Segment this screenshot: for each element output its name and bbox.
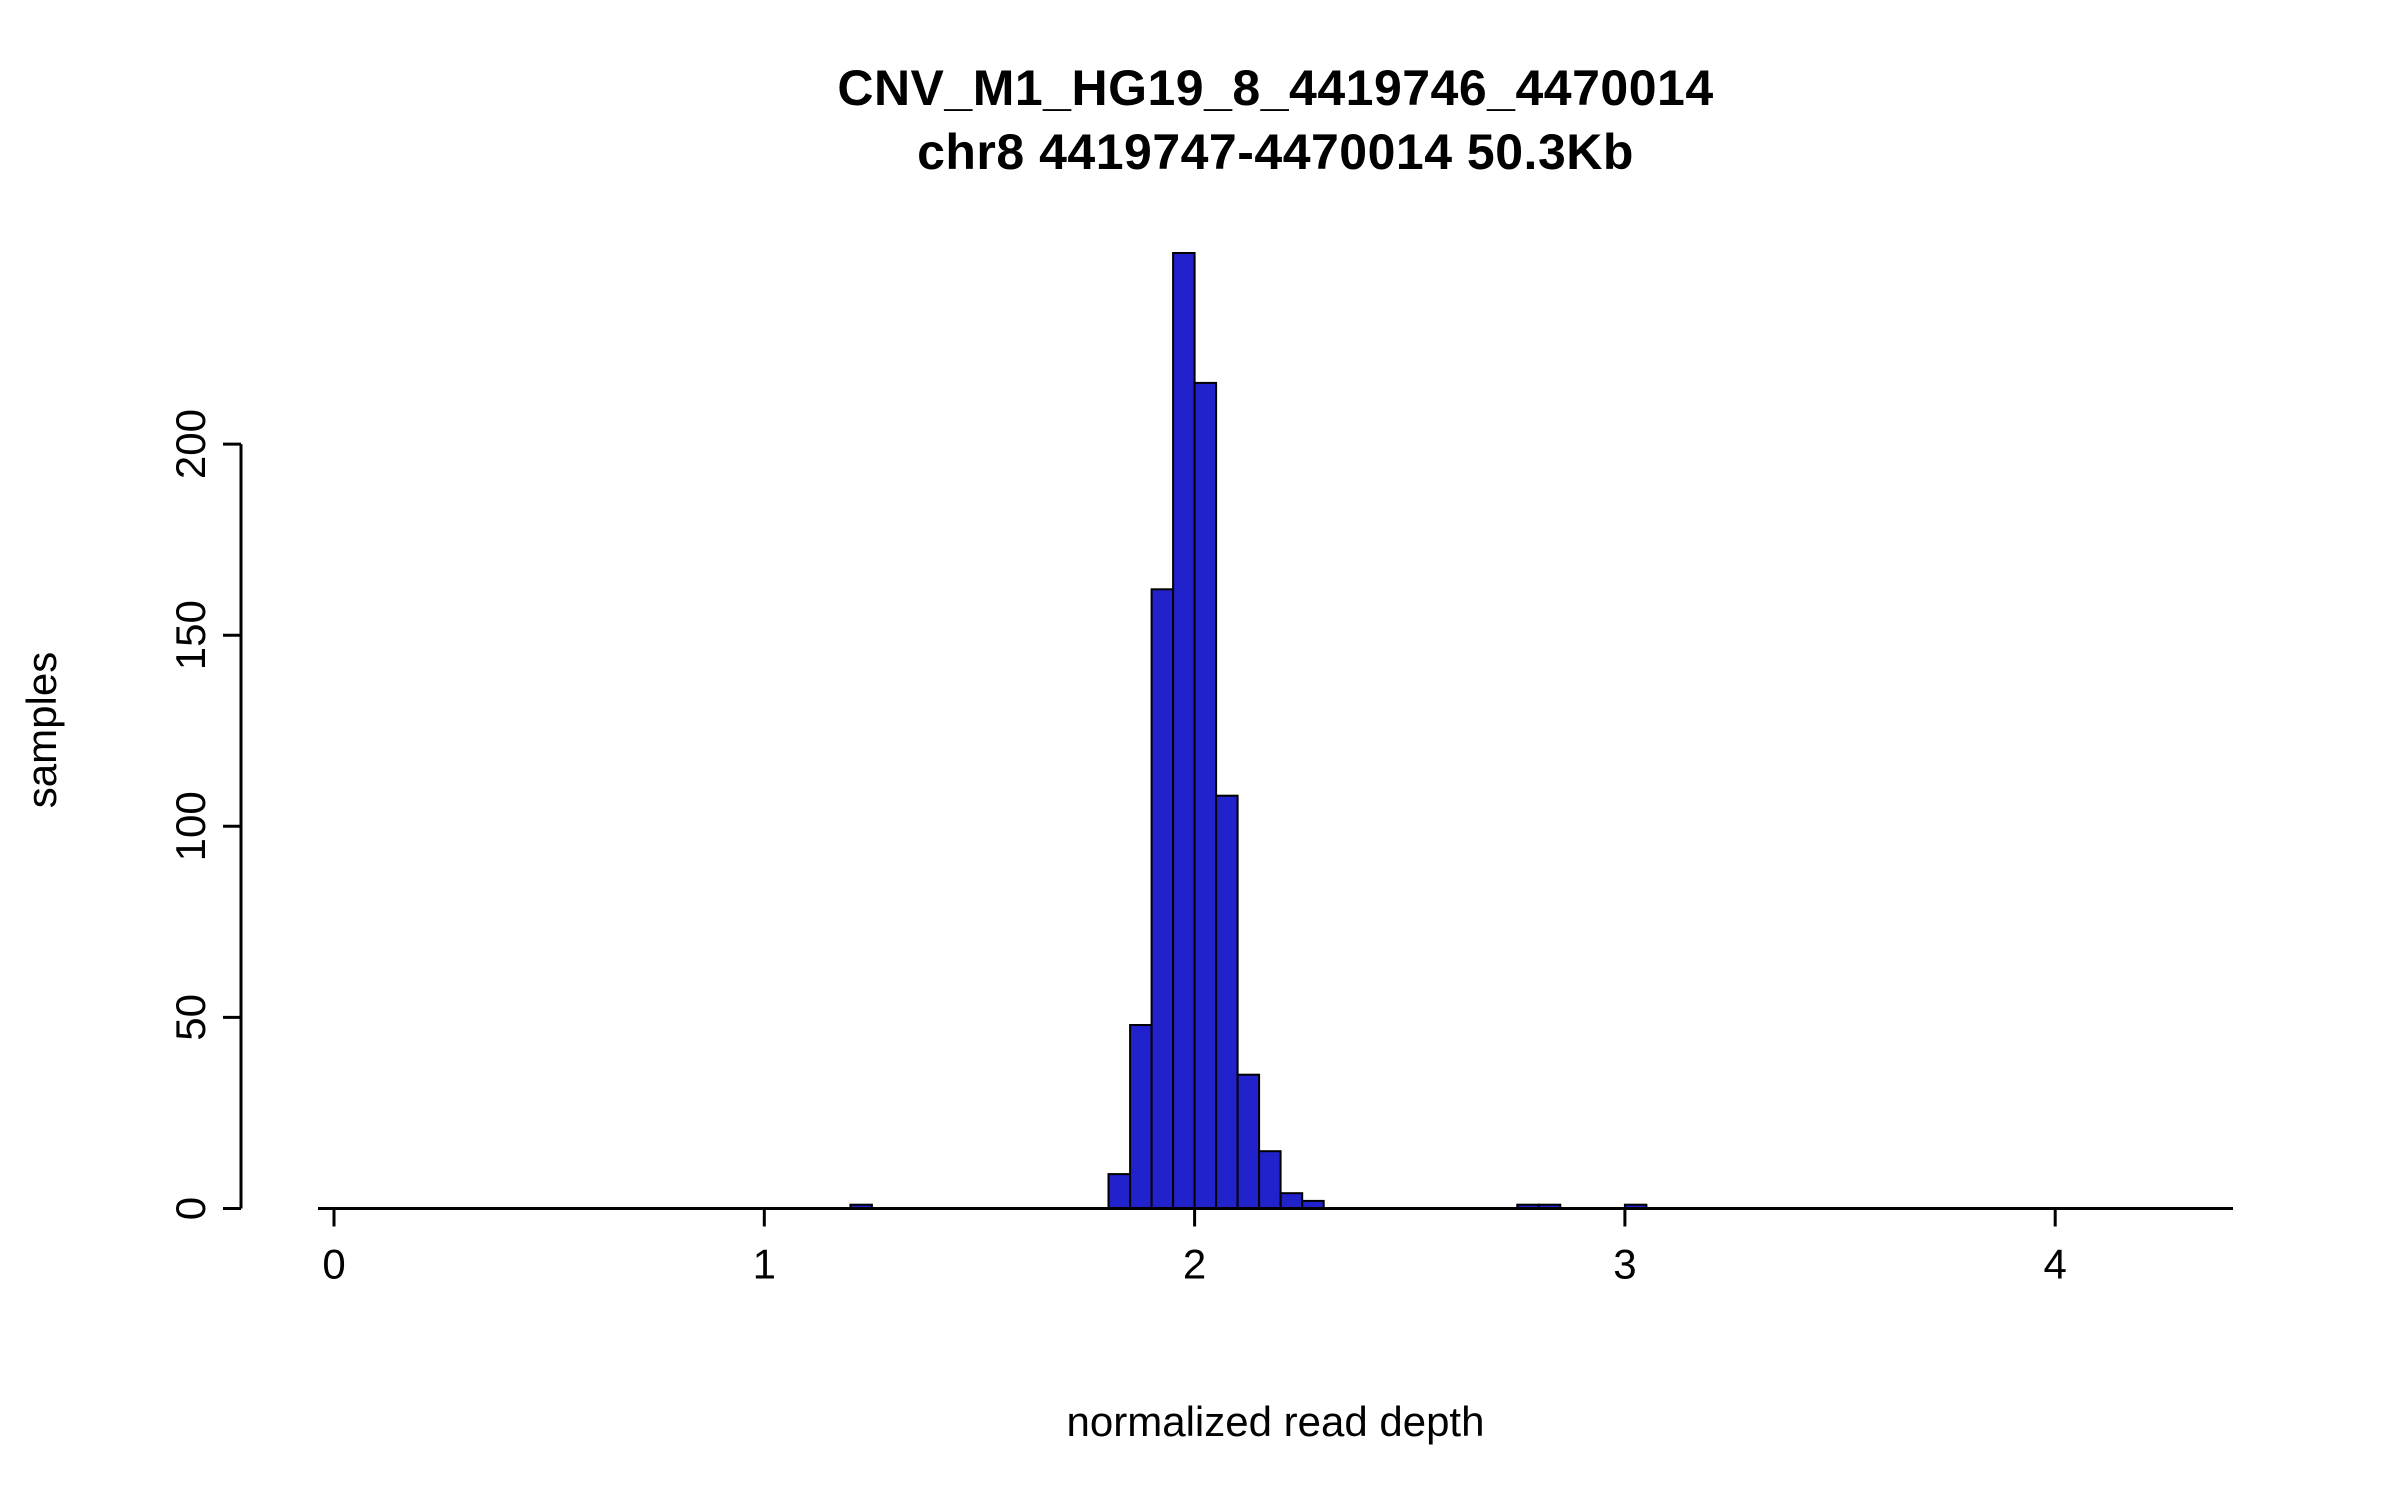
y-tick-label: 100 xyxy=(167,791,214,861)
y-tick-label: 150 xyxy=(167,600,214,670)
x-tick-label: 1 xyxy=(753,1241,776,1288)
x-tick-label: 0 xyxy=(322,1241,345,1288)
histogram-bar xyxy=(1107,1173,1131,1210)
chart-title-block: CNV_M1_HG19_8_4419746_4470014 chr8 44197… xyxy=(318,56,2233,184)
histogram-bar xyxy=(1193,381,1218,1210)
histogram-bar xyxy=(1236,1073,1261,1210)
chart-title: CNV_M1_HG19_8_4419746_4470014 xyxy=(837,60,1714,116)
y-tick-label: 50 xyxy=(167,994,214,1041)
y-axis-label: samples xyxy=(18,651,65,809)
histogram-bar xyxy=(1258,1150,1282,1210)
chart-subtitle: chr8 4419747-4470014 50.3Kb xyxy=(917,124,1634,180)
x-tick-label: 2 xyxy=(1183,1241,1206,1288)
histogram-bar xyxy=(1172,252,1196,1210)
x-tick-label: 4 xyxy=(2044,1241,2067,1288)
histogram-bar xyxy=(1150,588,1175,1210)
x-tick-label: 3 xyxy=(1613,1241,1636,1288)
histogram-bar xyxy=(1279,1192,1304,1210)
y-tick-label: 200 xyxy=(167,409,214,479)
histogram-bar xyxy=(1215,794,1239,1210)
x-axis-label: normalized read depth xyxy=(1066,1398,1485,1445)
histogram-bar xyxy=(1129,1024,1153,1210)
y-tick-label: 0 xyxy=(167,1197,214,1220)
